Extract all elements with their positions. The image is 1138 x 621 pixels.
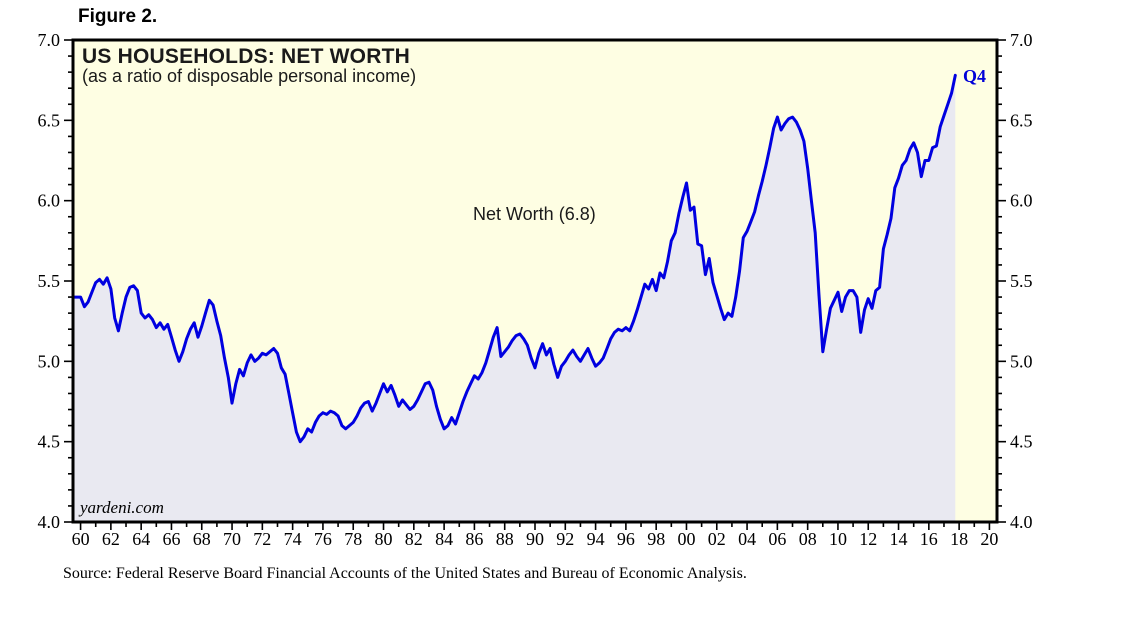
x-tick-label: 64 (132, 529, 150, 549)
x-tick-label: 84 (435, 529, 453, 549)
x-tick-label: 08 (799, 529, 817, 549)
yardeni-watermark: yardeni.com (80, 498, 164, 517)
x-tick-label: 62 (102, 529, 120, 549)
x-tick-label: 74 (284, 529, 302, 549)
y-axis-labels-right: 7.0 6.5 6.0 5.5 5.0 4.5 4.0 (1010, 30, 1033, 532)
chart-subtitle: (as a ratio of disposable personal incom… (82, 66, 417, 86)
y-tick-label: 4.0 (1010, 512, 1033, 532)
x-tick-label: 60 (72, 529, 90, 549)
y-tick-label: 7.0 (38, 30, 61, 50)
y-axis-labels-left: 7.0 6.5 6.0 5.5 5.0 4.5 4.0 (38, 30, 61, 532)
x-tick-label: 92 (556, 529, 574, 549)
y-tick-label: 7.0 (1010, 30, 1033, 50)
x-tick-label: 88 (496, 529, 514, 549)
net-worth-area (73, 75, 956, 523)
plot-border (71, 38, 999, 524)
y-tick-label: 5.0 (38, 351, 61, 371)
x-tick-label: 90 (526, 529, 544, 549)
net-worth-line (71, 73, 957, 444)
last-point-q4-label: Q4 (963, 66, 987, 86)
x-tick-label: 80 (375, 529, 393, 549)
x-tick-label: 98 (647, 529, 665, 549)
x-tick-label: 72 (253, 529, 271, 549)
x-tick-label: 18 (950, 529, 968, 549)
x-tick-label: 06 (768, 529, 786, 549)
y-tick-label: 5.0 (1010, 351, 1033, 371)
x-tick-label: 20 (980, 529, 998, 549)
x-tick-label: 10 (829, 529, 847, 549)
x-axis-labels: 60 62 64 66 68 70 72 74 76 78 80 82 84 86 88 90 92 94 96 98… (72, 529, 999, 549)
x-tick-label: 86 (465, 529, 483, 549)
x-tick-label: 66 (163, 529, 181, 549)
x-tick-label: 16 (920, 529, 938, 549)
y-tick-label: 4.5 (38, 432, 61, 452)
y-tick-label: 6.5 (38, 110, 61, 130)
x-tick-label: 78 (344, 529, 362, 549)
chart-title: US HOUSEHOLDS: NET WORTH (82, 45, 410, 68)
y-tick-label: 4.5 (1010, 432, 1033, 452)
net-worth-annotation: Net Worth (6.8) (473, 204, 596, 224)
y-tick-label: 6.5 (1010, 110, 1033, 130)
y-tick-label: 6.0 (1010, 191, 1033, 211)
y-tick-label: 5.5 (1010, 271, 1033, 291)
y-tick-label: 5.5 (38, 271, 61, 291)
y-tick-label: 4.0 (38, 512, 61, 532)
source-note: Source: Federal Reserve Board Financial … (63, 565, 747, 582)
x-tick-label: 76 (314, 529, 332, 549)
x-tick-label: 00 (678, 529, 696, 549)
x-tick-label: 14 (890, 529, 908, 549)
x-tick-label: 82 (405, 529, 423, 549)
x-tick-label: 12 (859, 529, 877, 549)
y-tick-label: 6.0 (38, 191, 61, 211)
x-tick-label: 04 (738, 529, 756, 549)
x-tick-label: 68 (193, 529, 211, 549)
x-tick-label: 94 (587, 529, 605, 549)
x-tick-label: 96 (617, 529, 635, 549)
x-tick-label: 02 (708, 529, 726, 549)
x-tick-label: 70 (223, 529, 241, 549)
figure-label: Figure 2. (78, 6, 158, 27)
